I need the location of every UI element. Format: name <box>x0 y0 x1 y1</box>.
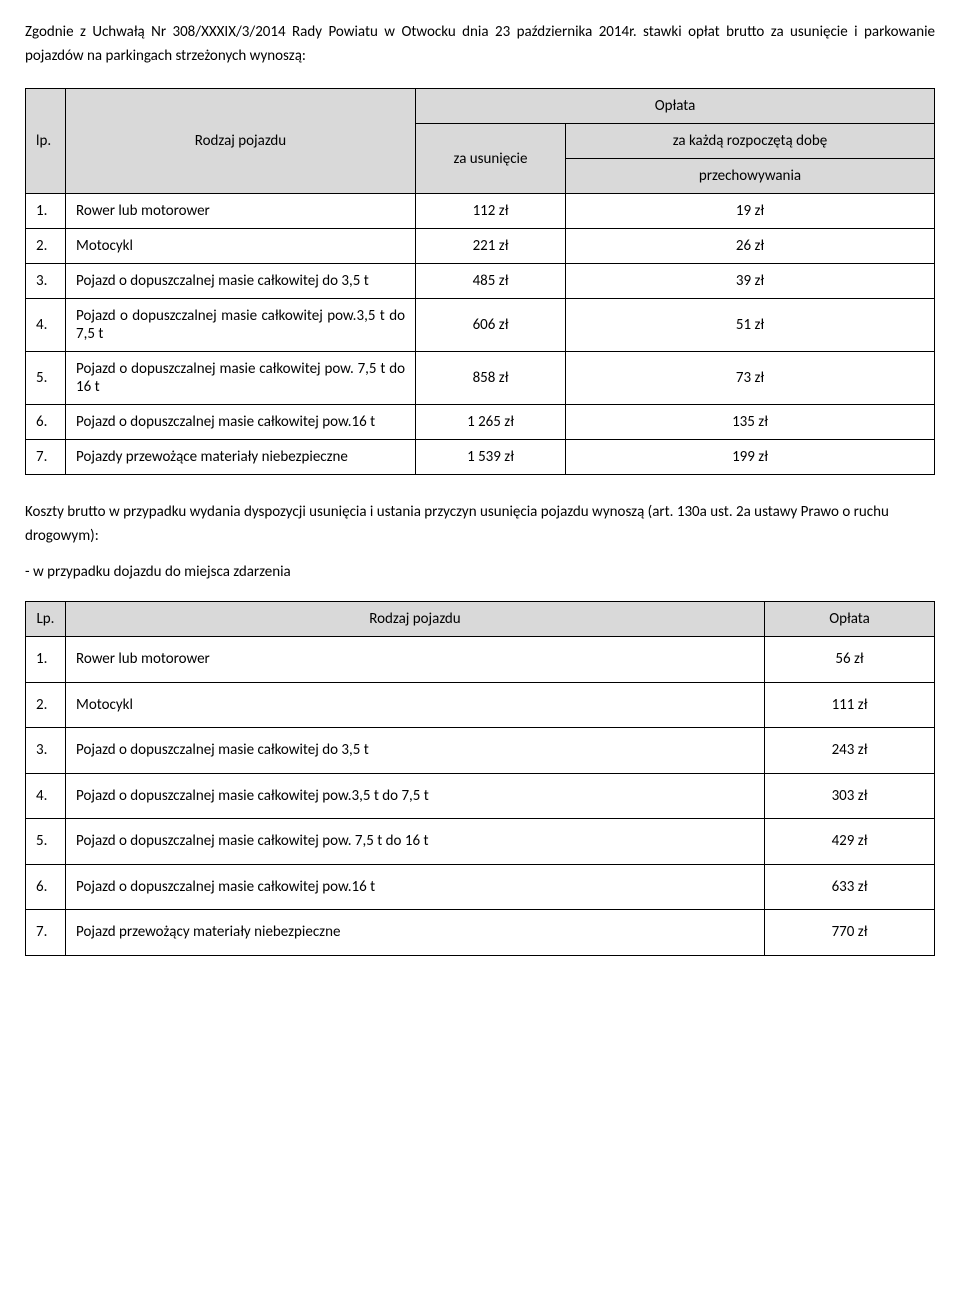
cell-desc: Pojazdy przewożące materiały niebezpiecz… <box>66 440 416 475</box>
cell-lp: 3. <box>26 264 66 299</box>
cell-lp: 5. <box>26 819 66 865</box>
cell-lp: 3. <box>26 728 66 774</box>
cell-fee: 633 zł <box>765 864 935 910</box>
table-row: 2.Motocykl221 zł26 zł <box>26 229 935 264</box>
intro-paragraph: Zgodnie z Uchwałą Nr 308/XXXIX/3/2014 Ra… <box>25 20 935 68</box>
cell-desc: Motocykl <box>66 229 416 264</box>
cell-fee-remove: 606 zł <box>416 299 566 352</box>
table-row: 3.Pojazd o dopuszczalnej masie całkowite… <box>26 728 935 774</box>
fees-table-1: lp. Rodzaj pojazdu Opłata za usunięcie z… <box>25 88 935 475</box>
t1-hdr-lp: lp. <box>26 89 66 194</box>
t2-hdr-oplata: Opłata <box>765 602 935 637</box>
cell-fee: 303 zł <box>765 773 935 819</box>
t1-hdr-rodzaj: Rodzaj pojazdu <box>66 89 416 194</box>
cell-fee-remove: 858 zł <box>416 352 566 405</box>
cell-desc: Pojazd o dopuszczalnej masie całkowitej … <box>66 264 416 299</box>
cell-lp: 1. <box>26 637 66 683</box>
cell-fee-remove: 1 539 zł <box>416 440 566 475</box>
mid-paragraph-1: Koszty brutto w przypadku wydania dyspoz… <box>25 500 935 548</box>
cell-desc: Pojazd o dopuszczalnej masie całkowitej … <box>66 728 765 774</box>
t1-hdr-usuniecie: za usunięcie <box>416 124 566 194</box>
cell-desc: Pojazd o dopuszczalnej masie całkowitej … <box>66 864 765 910</box>
cell-fee-storage: 199 zł <box>566 440 935 475</box>
cell-fee-remove: 1 265 zł <box>416 405 566 440</box>
cell-fee: 111 zł <box>765 682 935 728</box>
cell-lp: 6. <box>26 405 66 440</box>
cell-desc: Pojazd przewożący materiały niebezpieczn… <box>66 910 765 956</box>
table-row: 3.Pojazd o dopuszczalnej masie całkowite… <box>26 264 935 299</box>
table-row: 6.Pojazd o dopuszczalnej masie całkowite… <box>26 864 935 910</box>
t1-hdr-przech: przechowywania <box>566 159 935 194</box>
table-row: 4.Pojazd o dopuszczalnej masie całkowite… <box>26 773 935 819</box>
cell-fee: 429 zł <box>765 819 935 865</box>
cell-fee-storage: 135 zł <box>566 405 935 440</box>
table-row: 5.Pojazd o dopuszczalnej masie całkowite… <box>26 352 935 405</box>
cell-fee-storage: 26 zł <box>566 229 935 264</box>
cell-desc: Rower lub motorower <box>66 194 416 229</box>
cell-fee-storage: 73 zł <box>566 352 935 405</box>
fees-table-2: Lp. Rodzaj pojazdu Opłata 1.Rower lub mo… <box>25 601 935 956</box>
table-row: 2.Motocykl111 zł <box>26 682 935 728</box>
cell-lp: 4. <box>26 299 66 352</box>
table-row: 4.Pojazd o dopuszczalnej masie całkowite… <box>26 299 935 352</box>
cell-desc: Motocykl <box>66 682 765 728</box>
cell-fee: 56 zł <box>765 637 935 683</box>
cell-fee-remove: 112 zł <box>416 194 566 229</box>
cell-lp: 6. <box>26 864 66 910</box>
cell-fee-storage: 39 zł <box>566 264 935 299</box>
table-row: 1.Rower lub motorower112 zł19 zł <box>26 194 935 229</box>
cell-lp: 5. <box>26 352 66 405</box>
cell-fee: 770 zł <box>765 910 935 956</box>
cell-desc: Pojazd o dopuszczalnej masie całkowitej … <box>66 299 416 352</box>
cell-lp: 4. <box>26 773 66 819</box>
t2-hdr-rodzaj: Rodzaj pojazdu <box>66 602 765 637</box>
mid-paragraph-2: - w przypadku dojazdu do miejsca zdarzen… <box>25 563 935 581</box>
cell-desc: Pojazd o dopuszczalnej masie całkowitej … <box>66 405 416 440</box>
cell-fee-storage: 19 zł <box>566 194 935 229</box>
cell-fee-storage: 51 zł <box>566 299 935 352</box>
t1-hdr-oplata: Opłata <box>416 89 935 124</box>
cell-lp: 1. <box>26 194 66 229</box>
cell-desc: Pojazd o dopuszczalnej masie całkowitej … <box>66 352 416 405</box>
cell-lp: 2. <box>26 682 66 728</box>
cell-desc: Pojazd o dopuszczalnej masie całkowitej … <box>66 819 765 865</box>
t2-hdr-lp: Lp. <box>26 602 66 637</box>
cell-lp: 7. <box>26 440 66 475</box>
cell-lp: 7. <box>26 910 66 956</box>
table-row: 7.Pojazd przewożący materiały niebezpiec… <box>26 910 935 956</box>
cell-fee-remove: 221 zł <box>416 229 566 264</box>
table-row: 5.Pojazd o dopuszczalnej masie całkowite… <box>26 819 935 865</box>
cell-desc: Pojazd o dopuszczalnej masie całkowitej … <box>66 773 765 819</box>
cell-fee: 243 zł <box>765 728 935 774</box>
t1-hdr-dobe: za każdą rozpoczętą dobę <box>566 124 935 159</box>
table-row: 1.Rower lub motorower56 zł <box>26 637 935 683</box>
table-row: 6.Pojazd o dopuszczalnej masie całkowite… <box>26 405 935 440</box>
cell-desc: Rower lub motorower <box>66 637 765 683</box>
cell-lp: 2. <box>26 229 66 264</box>
cell-fee-remove: 485 zł <box>416 264 566 299</box>
table-row: 7.Pojazdy przewożące materiały niebezpie… <box>26 440 935 475</box>
